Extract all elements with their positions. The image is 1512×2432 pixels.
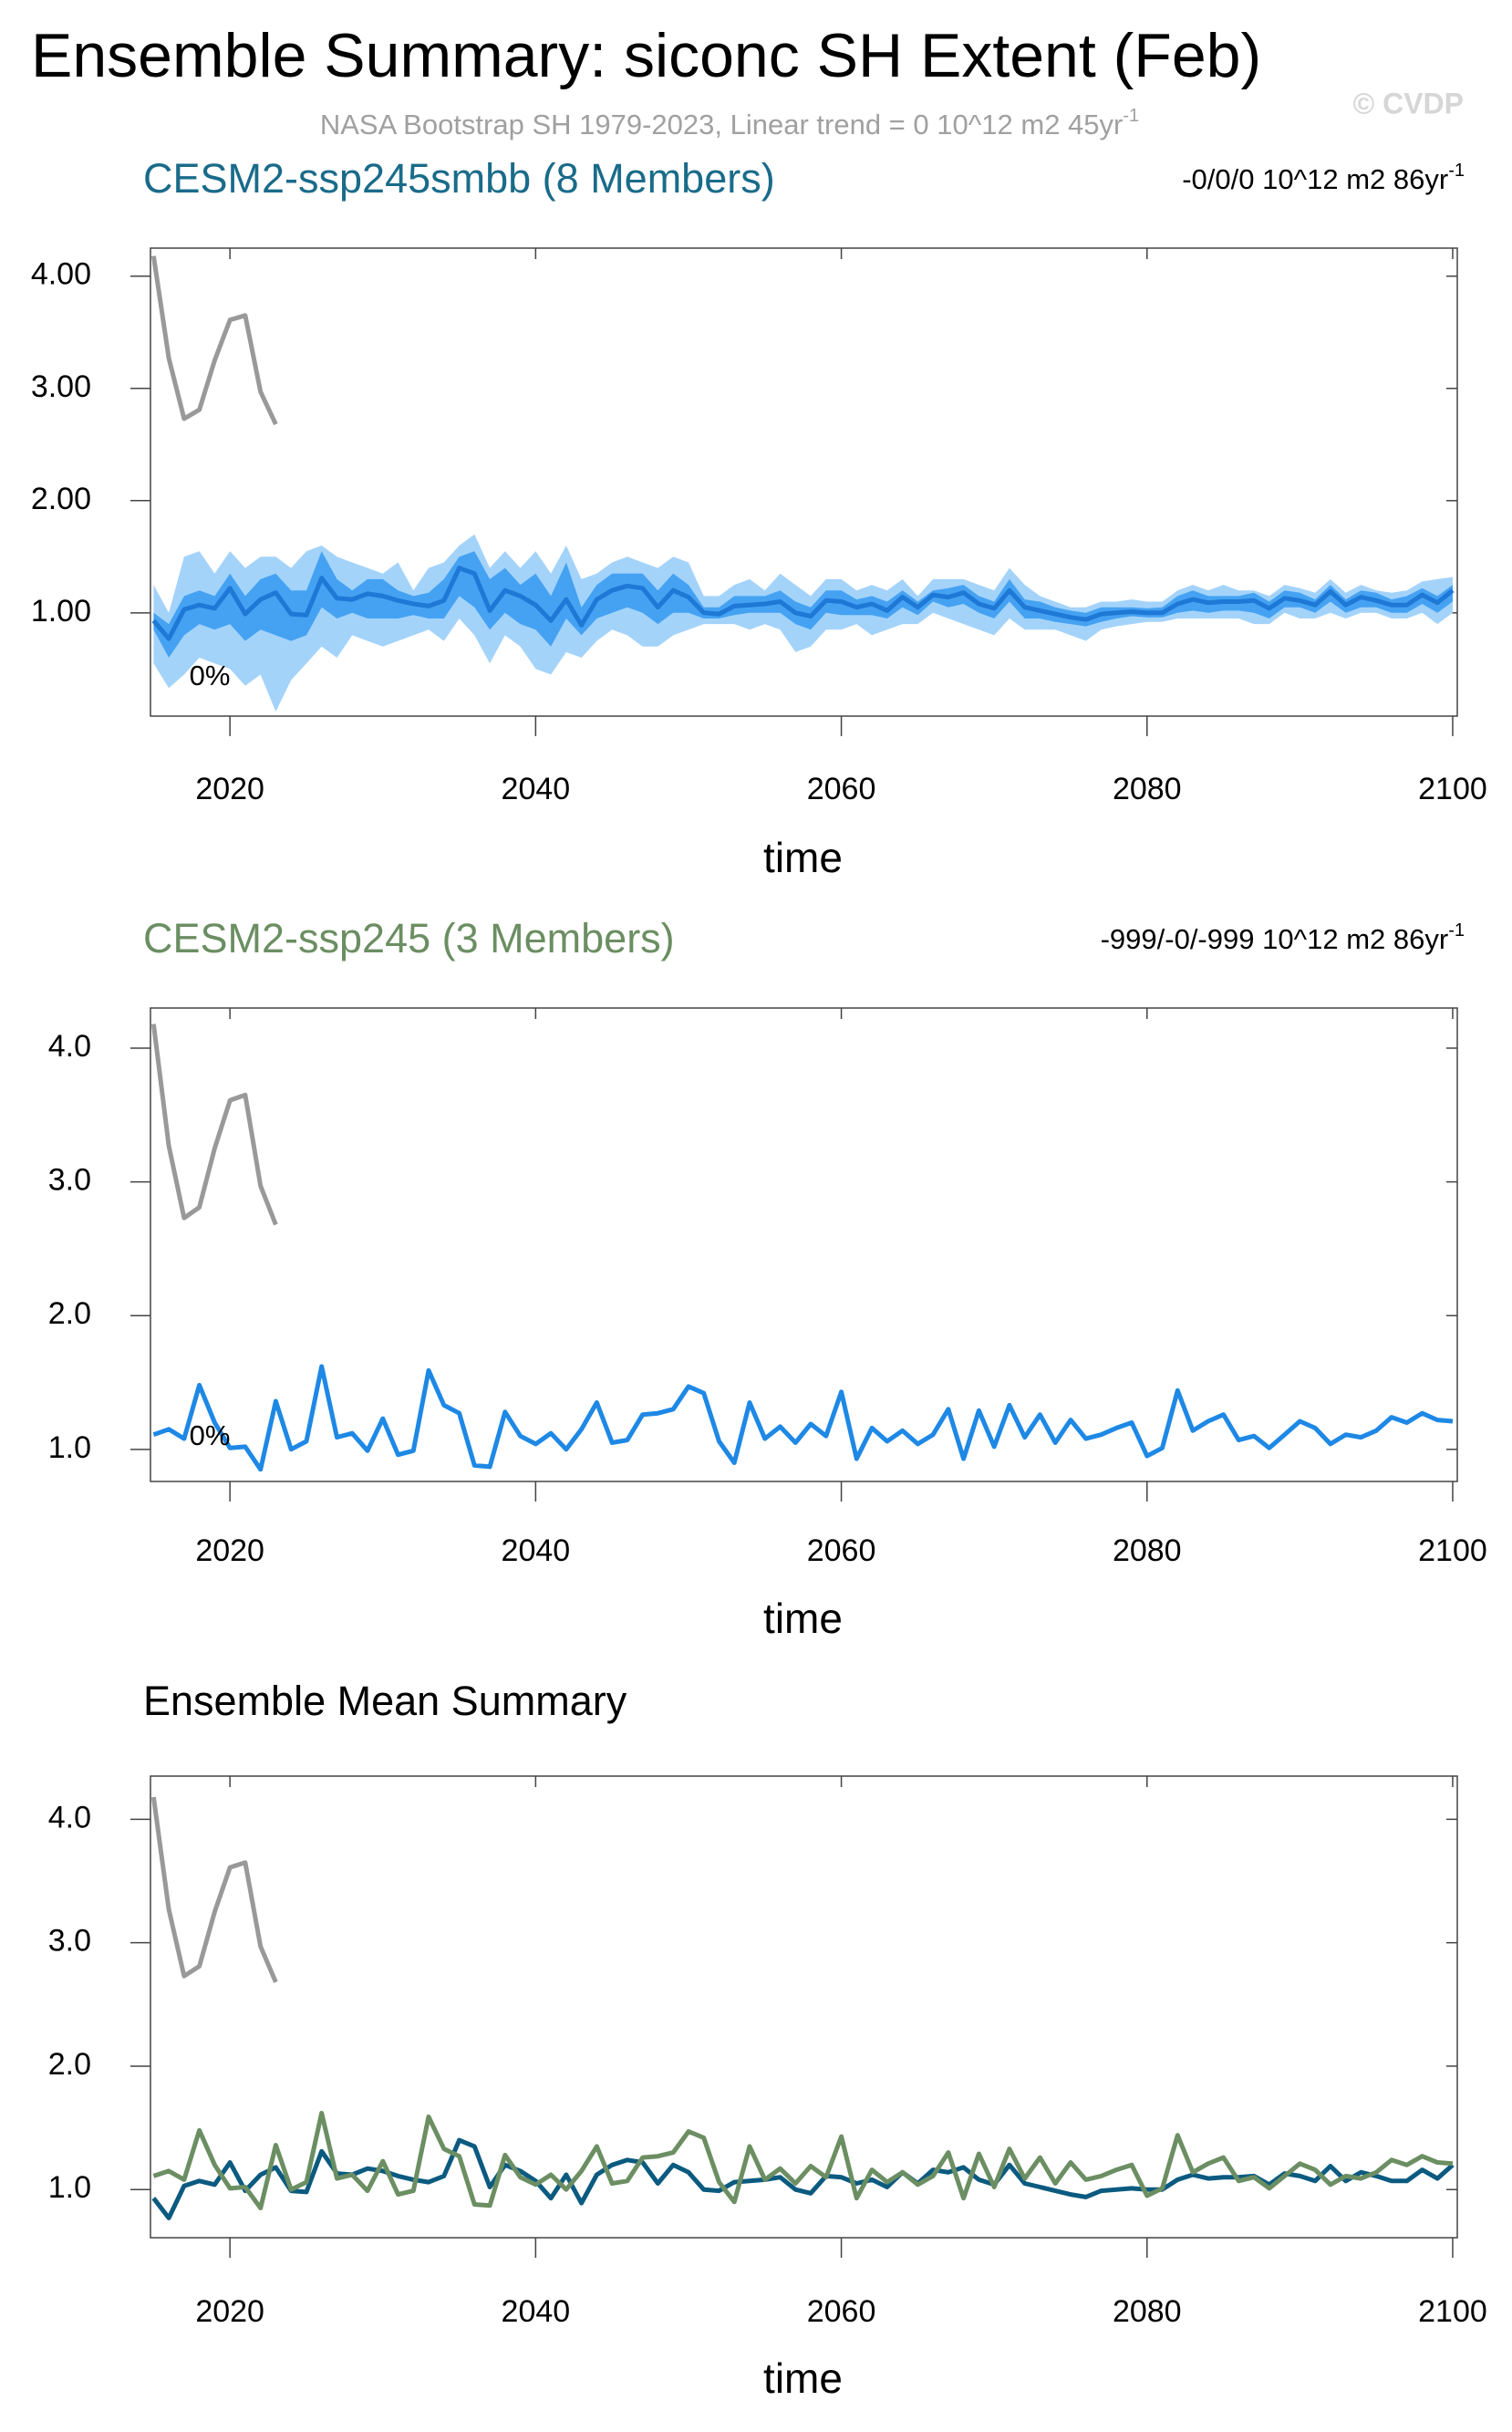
percent-annotation: 0% <box>190 1419 231 1451</box>
y-tick-label: 1.0 <box>48 2170 91 2205</box>
trend-sup: -1 <box>1448 161 1465 181</box>
panel-title: Ensemble Mean Summary <box>143 1678 627 1724</box>
plot-frame <box>150 247 1458 717</box>
trend-sup: -1 <box>1448 920 1465 941</box>
plot-frame <box>150 1007 1458 1482</box>
trend-text: -0/0/0 10^12 m2 86yr <box>1182 163 1448 195</box>
y-tick-label: 3.0 <box>48 1163 91 1198</box>
x-tick-label: 2100 <box>1418 2294 1487 2329</box>
x-tick-label: 2100 <box>1418 772 1487 806</box>
y-tick-label: 4.0 <box>48 1800 91 1834</box>
x-tick-label: 2080 <box>1113 772 1182 806</box>
panel: CESM2-ssp245smbb (8 Members) -0/0/0 10^12… <box>31 155 1487 881</box>
panel: Ensemble Mean Summary 1.0 2.0 3.0 4.0 2020 204… <box>48 1678 1487 2402</box>
x-tick-label: 2060 <box>807 2294 876 2329</box>
y-tick-label: 4.0 <box>48 1029 91 1064</box>
subtitle-text: NASA Bootstrap SH 1979-2023, Linear tren… <box>320 109 1124 140</box>
x-axis-label: time <box>763 1595 843 1642</box>
trend-label: -999/-0/-999 10^12 m2 86yr-1 <box>1101 920 1465 955</box>
x-tick-label: 2020 <box>195 2294 264 2329</box>
y-tick-label: 3.0 <box>48 1924 91 1959</box>
panel-title: CESM2-ssp245smbb (8 Members) <box>143 155 775 202</box>
y-tick-label: 1.00 <box>31 594 91 629</box>
y-tick-label: 1.0 <box>48 1430 91 1465</box>
x-tick-label: 2100 <box>1418 1533 1487 1568</box>
series-line <box>150 255 278 426</box>
y-tick-label: 2.00 <box>31 482 91 516</box>
watermark: © CVDP <box>1353 87 1464 120</box>
series-line <box>150 1796 278 1983</box>
y-tick-label: 4.00 <box>31 257 91 292</box>
series-line <box>151 566 1455 641</box>
x-tick-label: 2020 <box>195 1533 264 1568</box>
x-tick-label: 2060 <box>807 1533 876 1568</box>
plot-frame <box>150 1775 1458 2239</box>
panel-title: CESM2-ssp245 (3 Members) <box>143 915 675 961</box>
y-tick-label: 2.0 <box>48 2047 91 2082</box>
trend-label: -0/0/0 10^12 m2 86yr-1 <box>1182 161 1465 195</box>
percent-annotation: 0% <box>190 660 231 691</box>
x-axis-label: time <box>763 834 843 881</box>
x-tick-label: 2020 <box>195 772 264 806</box>
x-tick-label: 2060 <box>807 772 876 806</box>
subtitle-sup: -1 <box>1123 106 1139 126</box>
subtitle: NASA Bootstrap SH 1979-2023, Linear tren… <box>320 106 1139 140</box>
x-tick-label: 2040 <box>502 1533 571 1568</box>
series-line <box>152 1364 1454 1472</box>
x-tick-label: 2080 <box>1113 1533 1182 1568</box>
x-tick-label: 2040 <box>502 2294 571 2329</box>
x-axis-label: time <box>763 2354 843 2402</box>
series-line <box>150 1024 278 1226</box>
series-line <box>152 2110 1454 2210</box>
main-title: Ensemble Summary: siconc SH Extent (Feb) <box>31 21 1261 90</box>
panel: CESM2-ssp245 (3 Members) -999/-0/-999 10^… <box>48 915 1487 1642</box>
y-tick-label: 3.00 <box>31 369 91 404</box>
trend-text: -999/-0/-999 10^12 m2 86yr <box>1101 923 1449 955</box>
x-tick-label: 2040 <box>502 772 571 806</box>
x-tick-label: 2080 <box>1113 2294 1182 2329</box>
y-tick-label: 2.0 <box>48 1296 91 1331</box>
